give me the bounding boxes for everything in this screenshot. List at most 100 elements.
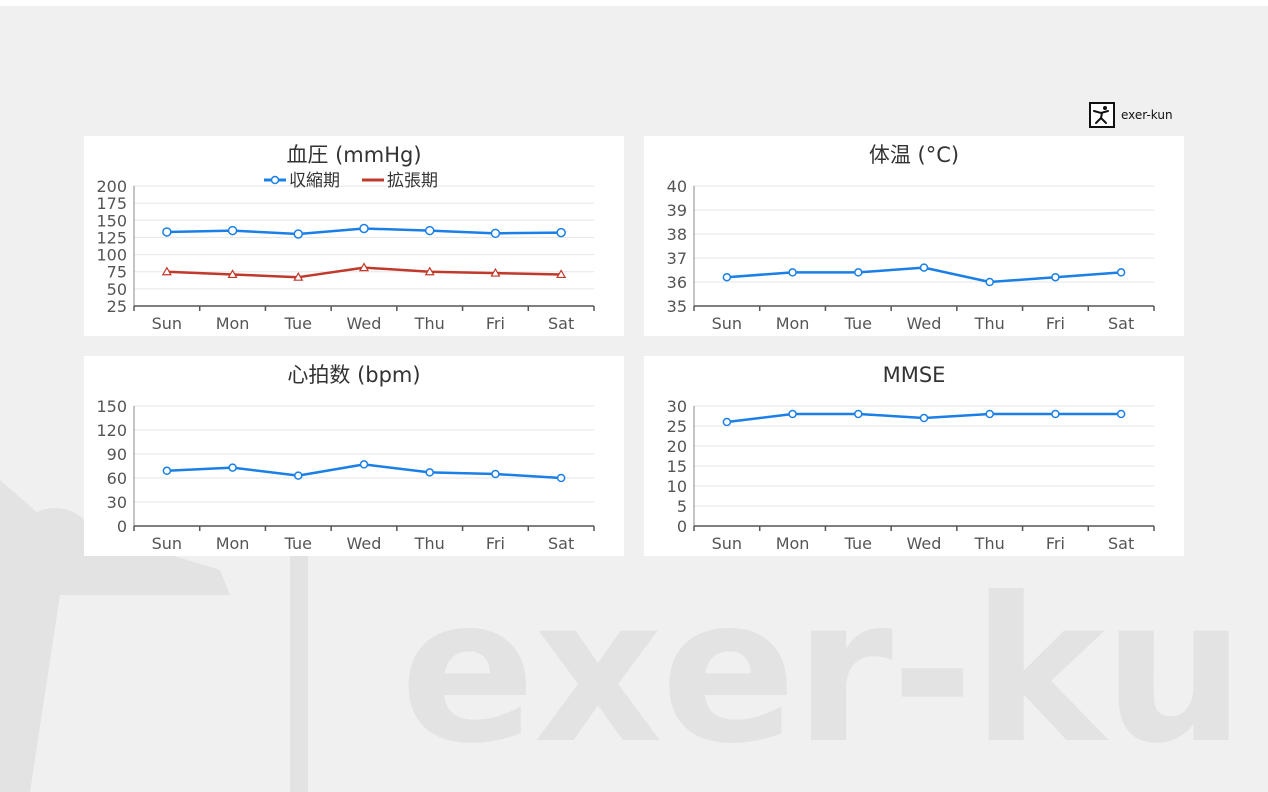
x-tick-label: Sun — [152, 314, 182, 333]
temp-chart-card: 体温 (°C) 35 36 37 38 39 40 Sun Mon Tue Wed Thu Fri Sat — [644, 136, 1184, 336]
x-tick-label: Wed — [347, 314, 382, 333]
data-point — [788, 268, 797, 277]
x-tick-label: Sat — [1108, 534, 1134, 553]
y-tick-label: 36 — [667, 273, 687, 292]
y-tick-label: 25 — [107, 297, 127, 316]
chart-title: MMSE — [883, 363, 946, 387]
data-point — [227, 225, 238, 236]
person-stretch-icon — [1089, 102, 1115, 128]
data-point — [162, 227, 172, 237]
data-point — [919, 413, 929, 423]
x-tick-label: Thu — [414, 314, 445, 333]
data-point — [1051, 409, 1060, 419]
y-tick-label: 120 — [96, 421, 127, 440]
x-tick-label: Mon — [216, 314, 250, 333]
x-tick-label: Thu — [414, 534, 445, 553]
x-tick-label: Thu — [974, 314, 1005, 333]
data-point — [1116, 409, 1126, 419]
data-point — [854, 409, 863, 419]
data-point — [985, 409, 994, 419]
mmse-chart-card: MMSE 0 5 10 15 20 25 30 Sun Mon Tue Wed Thu Fri Sat — [644, 356, 1184, 556]
y-tick-label: 30 — [107, 493, 127, 512]
legend-label: 拡張期 — [387, 171, 438, 191]
data-point — [425, 468, 434, 477]
y-tick-label: 0 — [117, 517, 127, 536]
data-point — [490, 267, 501, 277]
x-tick-label: Tue — [844, 534, 872, 553]
x-tick-label: Wed — [907, 534, 942, 553]
data-point — [227, 269, 238, 279]
data-point — [424, 225, 435, 236]
data-point — [162, 466, 172, 476]
chart-title: 心拍数 (bpm) — [287, 363, 420, 387]
data-point — [161, 266, 172, 276]
watermark-text: exer-ku — [400, 555, 1245, 788]
data-point — [358, 262, 370, 272]
data-point — [854, 268, 863, 277]
y-tick-label: 60 — [107, 469, 127, 488]
data-point — [788, 409, 797, 419]
data-point — [985, 277, 994, 287]
heart-rate-chart: 心拍数 (bpm) 0 30 60 90 120 150 Sun Mon Tue Wed Thu Fri… — [96, 363, 595, 553]
data-point — [293, 229, 304, 239]
x-tick-label: Sun — [712, 314, 742, 333]
x-tick-label: Sat — [548, 314, 574, 333]
data-point — [556, 473, 566, 483]
x-tick-label: Sun — [712, 534, 742, 553]
x-tick-label: Sun — [152, 534, 182, 553]
data-point — [359, 460, 369, 469]
legend-label: 収縮期 — [289, 171, 340, 191]
x-tick-label: Fri — [486, 314, 505, 333]
x-tick-label: Wed — [347, 534, 382, 553]
body-temperature-chart: 体温 (°C) 35 36 37 38 39 40 Sun Mon Tue Wed Thu Fri Sat — [667, 143, 1155, 333]
data-point — [490, 228, 501, 239]
y-tick-label: 175 — [96, 194, 127, 213]
x-tick-label: Mon — [216, 534, 250, 553]
x-tick-label: Tue — [284, 534, 312, 553]
brand-logo-text: exer-kun — [1121, 108, 1173, 122]
y-tick-label: 40 — [667, 177, 687, 196]
data-point — [359, 223, 369, 234]
y-tick-label: 15 — [667, 457, 687, 476]
y-tick-label: 90 — [107, 445, 127, 464]
x-tick-label: Thu — [974, 534, 1005, 553]
data-point — [722, 417, 732, 427]
hr-chart-card: 心拍数 (bpm) 0 30 60 90 120 150 Sun Mon Tue Wed Thu Fri… — [84, 356, 624, 556]
data-point — [722, 272, 732, 282]
brand-logo[interactable]: exer-kun — [1089, 102, 1173, 128]
y-tick-label: 20 — [667, 437, 687, 456]
data-point — [293, 271, 304, 281]
y-tick-label: 5 — [677, 497, 687, 516]
data-point — [1116, 268, 1126, 277]
legend-marker — [270, 175, 280, 185]
chart-title: 血圧 (mmHg) — [286, 143, 421, 167]
top-band — [0, 0, 1268, 6]
x-tick-label: Sat — [548, 534, 574, 553]
y-tick-label: 0 — [677, 517, 687, 536]
y-tick-label: 200 — [96, 177, 127, 196]
x-tick-label: Mon — [776, 314, 810, 333]
y-tick-label: 25 — [667, 417, 687, 436]
data-point — [1051, 272, 1060, 282]
watermark-figure-icon — [0, 480, 308, 792]
y-tick-label: 50 — [107, 280, 127, 299]
y-tick-label: 10 — [667, 477, 687, 496]
x-tick-label: Fri — [1046, 534, 1065, 553]
x-tick-label: Fri — [1046, 314, 1065, 333]
y-tick-label: 75 — [107, 263, 127, 282]
y-tick-label: 125 — [96, 228, 127, 247]
y-tick-label: 30 — [667, 397, 687, 416]
chart-title: 体温 (°C) — [869, 143, 959, 167]
data-point — [556, 227, 566, 238]
x-tick-label: Wed — [907, 314, 942, 333]
data-point — [491, 469, 500, 479]
y-tick-label: 150 — [96, 211, 127, 230]
x-tick-label: Mon — [776, 534, 810, 553]
x-tick-label: Sat — [1108, 314, 1134, 333]
x-tick-label: Tue — [284, 314, 312, 333]
data-point — [556, 269, 567, 279]
y-tick-label: 35 — [667, 297, 687, 316]
y-tick-label: 100 — [96, 246, 127, 265]
